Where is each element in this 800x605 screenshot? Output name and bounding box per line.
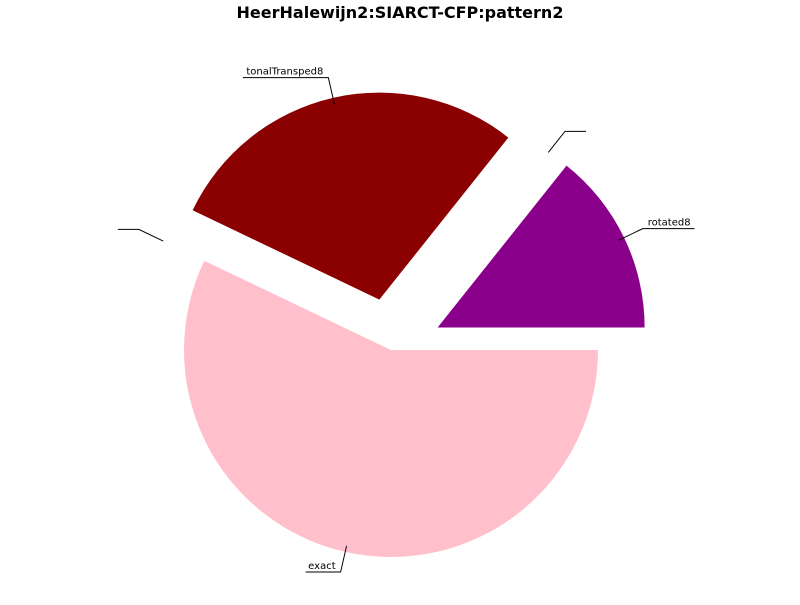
pie-label-group-rotated8: rotated8 — [618, 218, 695, 241]
pie-leader-line — [117, 228, 164, 242]
pie-labels: rotated8 tonalTransped8 exact — [117, 67, 695, 573]
pie-slices — [183, 92, 645, 557]
pie-slice-exact — [183, 260, 598, 557]
pie-leader-line — [242, 77, 335, 105]
pie-label-group-empty-3 — [117, 228, 164, 242]
pie-label-group-tonalTransped8: tonalTransped8 — [242, 67, 335, 105]
pie-slice-tonalTransped8 — [192, 92, 509, 300]
pie-slice-label: rotated8 — [648, 218, 691, 229]
pie-slice-rotated8 — [437, 165, 645, 328]
pie-leader-line — [618, 228, 695, 241]
pie-slice-label: tonalTransped8 — [246, 67, 323, 78]
pie-leader-line — [305, 545, 348, 573]
pie-label-group-exact: exact — [305, 545, 348, 573]
pie-label-group-empty-1 — [547, 130, 587, 153]
chart-title: HeerHalewijn2:SIARCT-CFP:pattern2 — [237, 3, 564, 22]
pie-slice-label: exact — [308, 561, 336, 572]
pie-leader-line — [547, 130, 587, 153]
